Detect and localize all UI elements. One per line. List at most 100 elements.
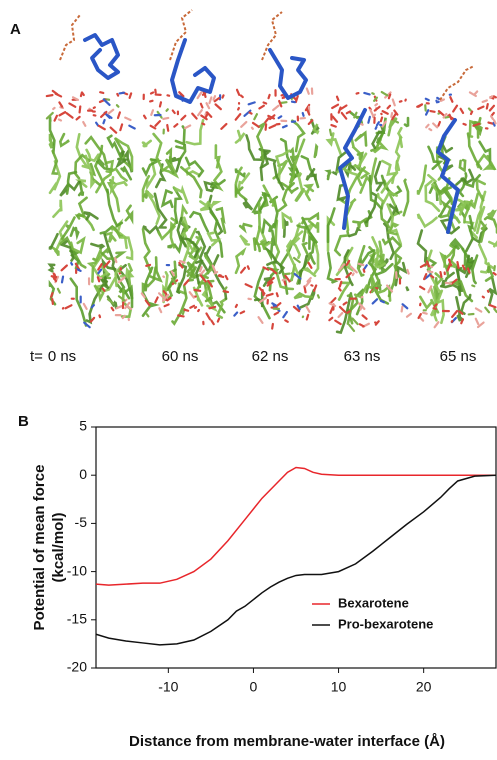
series-line	[95, 466, 496, 586]
y-tick-label: 5	[79, 418, 87, 434]
head-group	[328, 316, 334, 322]
head-group	[393, 109, 399, 116]
lipid-tail	[301, 216, 319, 250]
head-group	[266, 281, 274, 287]
lipid-tail	[184, 156, 205, 178]
head-group	[117, 276, 126, 284]
head-group	[70, 261, 74, 266]
head-group	[301, 111, 305, 117]
head-group	[437, 110, 445, 117]
lipid-tail	[262, 276, 272, 287]
lipid-tail	[427, 173, 442, 206]
head-group	[375, 121, 380, 127]
head-group	[274, 302, 282, 309]
head-group	[56, 287, 61, 294]
lipid-tail	[381, 235, 403, 254]
lipid-tail	[482, 161, 497, 171]
head-group	[205, 312, 211, 321]
membrane-snapshot	[416, 90, 497, 329]
head-group	[400, 305, 404, 313]
head-group	[97, 124, 106, 131]
head-group	[196, 91, 203, 100]
lipid-tail	[48, 116, 56, 154]
lipid-tail	[479, 220, 488, 243]
lipid-tail	[429, 289, 444, 322]
lipid-tail	[375, 117, 387, 145]
head-group	[349, 265, 358, 274]
head-group	[432, 122, 439, 129]
head-group	[177, 314, 185, 318]
head-group	[472, 122, 481, 127]
lipid-tail	[326, 251, 339, 284]
head-group	[102, 118, 106, 125]
head-group	[271, 302, 278, 307]
x-tick-label: -10	[158, 679, 178, 695]
lipid-tail	[272, 219, 281, 266]
head-group	[248, 111, 253, 115]
membrane-snapshot	[324, 90, 413, 334]
head-group	[240, 266, 247, 274]
head-group	[98, 314, 102, 319]
lipid-tail	[463, 192, 480, 224]
time-prefix: t=	[30, 348, 43, 365]
head-group	[447, 258, 452, 264]
head-group	[305, 305, 311, 313]
head-group	[207, 279, 214, 288]
lipid-tail	[83, 211, 99, 221]
head-group	[449, 96, 454, 103]
lipid-tail	[364, 191, 378, 224]
panel-a-label: A	[10, 21, 21, 38]
head-group	[485, 102, 489, 110]
head-group	[50, 292, 54, 298]
drug-molecule	[83, 33, 120, 80]
lipid-tail	[458, 158, 467, 173]
lipid-tail	[85, 284, 104, 325]
lipid-tail	[50, 245, 60, 257]
lipid-tail	[120, 165, 133, 181]
lipid-tail	[194, 254, 215, 293]
lipid-tail	[350, 136, 362, 160]
head-group	[476, 321, 485, 329]
lipid-tail	[106, 134, 123, 160]
head-group	[425, 260, 430, 268]
chart: 5 0 -5 -10 -15 -20 -10 0 10 20 Bexarotene Pro-bexar…	[31, 418, 497, 750]
head-group	[359, 122, 364, 126]
head-group	[222, 290, 230, 294]
head-group	[345, 271, 353, 279]
head-group	[173, 123, 179, 128]
lipid-tail	[185, 262, 196, 279]
lipid-tail	[455, 168, 475, 186]
lipid-tail	[192, 286, 204, 307]
head-group	[379, 299, 386, 304]
time-label: 62 ns	[252, 348, 289, 365]
head-group	[492, 271, 497, 276]
head-group	[267, 93, 271, 100]
head-group	[166, 296, 172, 302]
lipid-tail	[282, 216, 289, 238]
head-group	[391, 98, 396, 107]
linker	[59, 14, 81, 61]
head-group	[442, 112, 448, 119]
lipid-tail	[141, 266, 157, 296]
head-group	[296, 304, 301, 311]
lipid-tail	[356, 244, 366, 277]
lipid-tail	[95, 158, 114, 171]
lipid-tail	[348, 227, 362, 238]
lipid-tail	[144, 189, 161, 225]
lipid-tail	[199, 200, 210, 212]
head-group	[114, 257, 118, 264]
head-group	[281, 95, 286, 100]
head-group	[239, 310, 246, 315]
lipid-tail	[48, 133, 55, 149]
head-group	[115, 305, 123, 310]
lipid-tail	[353, 274, 375, 299]
head-group	[110, 306, 115, 312]
lipid-tail	[449, 237, 465, 251]
lipid-tail	[143, 266, 154, 292]
lipid-tail	[256, 239, 268, 251]
head-group	[115, 104, 120, 108]
head-group	[90, 304, 96, 309]
head-group	[439, 98, 446, 102]
head-group	[348, 323, 356, 333]
head-group	[246, 265, 250, 270]
